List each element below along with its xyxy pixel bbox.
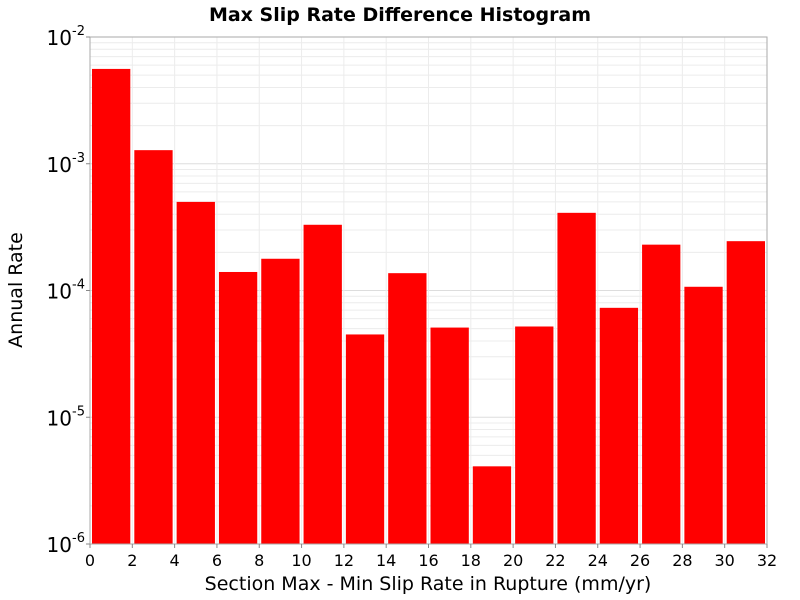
x-tick-label: 24 [588, 551, 608, 570]
x-tick-label: 12 [334, 551, 354, 570]
x-tick-label: 32 [757, 551, 777, 570]
y-tick-label-base: 10 [47, 533, 72, 557]
x-tick-label: 28 [672, 551, 692, 570]
histogram-bar [684, 286, 723, 544]
x-axis-ticks: 0 2 4 6 8 10 12 14 16 18 20 22 24 26 28 30 32 [85, 544, 777, 570]
histogram-bar [430, 327, 469, 544]
histogram-bar [642, 244, 681, 544]
y-tick-label-exponent: -4 [72, 278, 85, 293]
bars-group [92, 68, 765, 544]
histogram-bar [557, 212, 596, 544]
y-tick-label-base: 10 [47, 280, 72, 304]
histogram-bar [472, 466, 512, 544]
x-tick-label: 2 [127, 551, 137, 570]
histogram-bar [345, 334, 385, 544]
x-tick-label: 10 [291, 551, 311, 570]
histogram-bar [134, 150, 173, 544]
histogram-bar [92, 68, 131, 544]
y-axis-label: Annual Rate [5, 232, 27, 348]
histogram-bar [303, 224, 342, 544]
x-tick-label: 18 [461, 551, 481, 570]
histogram-bar [261, 258, 300, 544]
histogram-bar [726, 241, 765, 544]
x-tick-label: 26 [630, 551, 650, 570]
y-tick-label-base: 10 [47, 26, 72, 50]
y-tick-label-exponent: -2 [72, 24, 85, 39]
x-tick-label: 4 [170, 551, 180, 570]
y-tick-label-exponent: -6 [72, 531, 85, 546]
y-tick-label-exponent: -5 [72, 404, 85, 419]
x-tick-label: 6 [212, 551, 222, 570]
x-tick-label: 0 [85, 551, 95, 570]
x-tick-label: 22 [545, 551, 565, 570]
histogram-bar [218, 271, 258, 544]
y-tick-label-base: 10 [47, 406, 72, 430]
histogram-bar [515, 326, 554, 544]
y-axis-ticks: 10-610-510-410-310-2 [47, 24, 90, 557]
x-tick-label: 16 [418, 551, 438, 570]
y-tick-label-base: 10 [47, 153, 72, 177]
histogram-bar [176, 201, 215, 544]
chart-title: Max Slip Rate Difference Histogram [209, 4, 591, 26]
x-tick-label: 8 [254, 551, 264, 570]
x-tick-label: 20 [503, 551, 523, 570]
y-tick-label-exponent: -3 [72, 151, 85, 166]
x-axis-label: Section Max - Min Slip Rate in Rupture (… [205, 573, 652, 595]
histogram-bar [388, 273, 427, 544]
histogram-bar [599, 307, 639, 544]
x-tick-label: 30 [715, 551, 735, 570]
x-tick-label: 14 [376, 551, 396, 570]
